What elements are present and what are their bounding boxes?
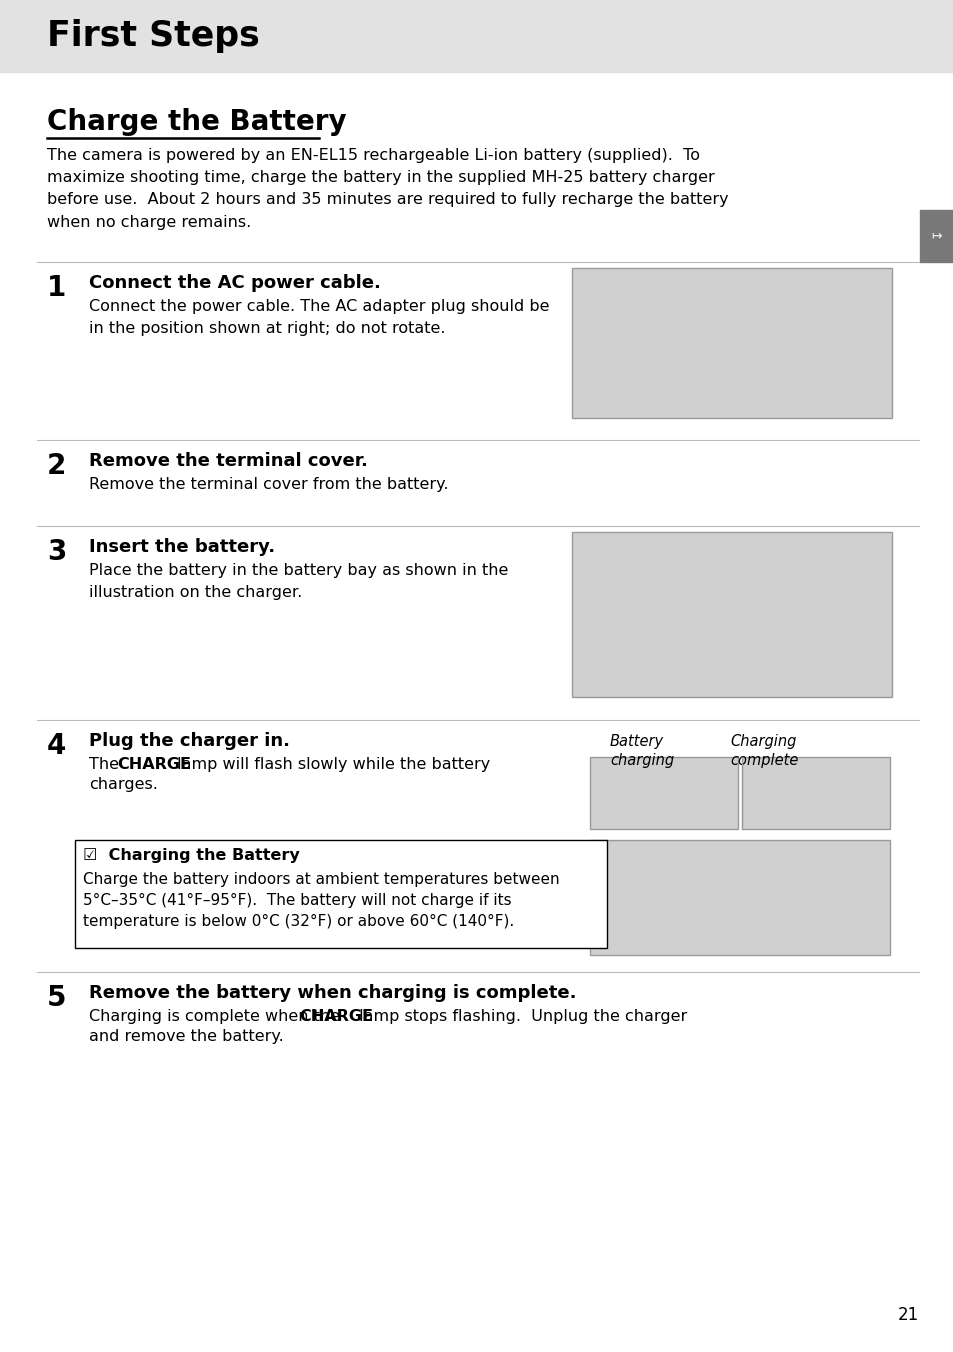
Bar	[589, 757, 738, 829]
Bar	[572, 268, 891, 418]
Text: CHARGE: CHARGE	[117, 757, 191, 772]
Bar	[0, 0, 953, 72]
Text: Charging
complete: Charging complete	[729, 734, 798, 768]
Text: Connect the power cable. The AC adapter plug should be
in the position shown at : Connect the power cable. The AC adapter …	[89, 299, 549, 335]
Text: ↦: ↦	[931, 230, 942, 242]
Bar	[741, 757, 889, 829]
Text: The: The	[89, 757, 124, 772]
Bar	[919, 210, 953, 262]
Bar	[572, 531, 891, 698]
Bar	[589, 840, 889, 955]
Text: 3: 3	[47, 538, 67, 566]
Text: and remove the battery.: and remove the battery.	[89, 1029, 283, 1044]
Text: 5: 5	[47, 984, 67, 1013]
Text: CHARGE: CHARGE	[298, 1009, 373, 1023]
Text: Charge the battery indoors at ambient temperatures between
5°C–35°C (41°F–95°F).: Charge the battery indoors at ambient te…	[83, 872, 559, 929]
Text: Battery
charging: Battery charging	[609, 734, 674, 768]
Text: lamp stops flashing.  Unplug the charger: lamp stops flashing. Unplug the charger	[354, 1009, 686, 1023]
Text: Insert the battery.: Insert the battery.	[89, 538, 274, 556]
Text: Remove the terminal cover from the battery.: Remove the terminal cover from the batte…	[89, 477, 448, 492]
Text: Remove the terminal cover.: Remove the terminal cover.	[89, 452, 368, 470]
Text: 21: 21	[897, 1306, 918, 1324]
Text: lamp will flash slowly while the battery: lamp will flash slowly while the battery	[172, 757, 490, 772]
Text: Charge the Battery: Charge the Battery	[47, 108, 346, 137]
Text: First Steps: First Steps	[47, 19, 259, 53]
Text: 2: 2	[47, 452, 67, 480]
Text: charges.: charges.	[89, 777, 157, 792]
Text: Place the battery in the battery bay as shown in the
illustration on the charger: Place the battery in the battery bay as …	[89, 562, 508, 599]
Text: 4: 4	[47, 731, 67, 760]
Text: Connect the AC power cable.: Connect the AC power cable.	[89, 274, 380, 292]
Text: ☑  Charging the Battery: ☑ Charging the Battery	[83, 848, 299, 863]
Text: Charging is complete when the: Charging is complete when the	[89, 1009, 345, 1023]
Text: 1: 1	[47, 274, 66, 301]
Bar	[75, 840, 606, 948]
Text: The camera is powered by an EN-EL15 rechargeable Li-ion battery (supplied).  To
: The camera is powered by an EN-EL15 rech…	[47, 147, 728, 230]
Text: Remove the battery when charging is complete.: Remove the battery when charging is comp…	[89, 984, 576, 1002]
Text: Plug the charger in.: Plug the charger in.	[89, 731, 290, 750]
